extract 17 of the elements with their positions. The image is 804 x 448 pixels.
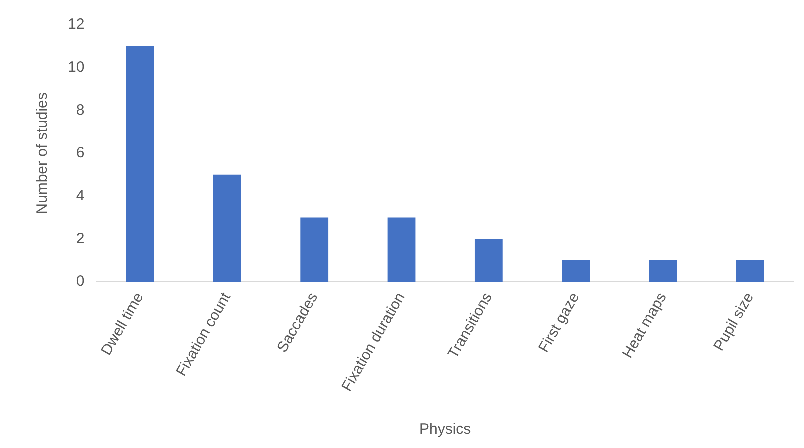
bar <box>562 260 590 282</box>
bar <box>213 174 242 282</box>
y-tick-label: 0 <box>76 273 85 290</box>
y-tick-label: 8 <box>76 102 85 119</box>
y-tick-label: 12 <box>68 16 85 34</box>
bar <box>126 46 154 282</box>
y-axis-title: Number of studies <box>34 92 52 214</box>
bar <box>736 260 764 282</box>
bar <box>300 218 329 282</box>
bar <box>388 218 416 282</box>
bar <box>474 239 503 282</box>
y-tick-label: 10 <box>68 58 85 76</box>
bar <box>649 260 678 282</box>
y-tick-label: 2 <box>76 230 85 248</box>
y-tick-label: 6 <box>76 144 85 162</box>
y-tick-label: 4 <box>76 187 85 204</box>
x-axis-title: Physics <box>420 421 472 438</box>
